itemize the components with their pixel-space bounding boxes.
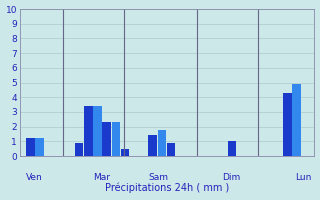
Bar (167, 143, 175, 156)
Bar (121, 149, 129, 156)
Text: Sam: Sam (148, 173, 168, 182)
Bar (35, 138, 44, 156)
Bar (93, 106, 102, 156)
Bar (292, 84, 301, 156)
Text: Mar: Mar (93, 173, 110, 182)
Bar (102, 122, 111, 156)
Bar (84, 106, 93, 156)
Text: Dim: Dim (222, 173, 240, 182)
Text: Précipitations 24h ( mm ): Précipitations 24h ( mm ) (105, 182, 229, 193)
Bar (148, 135, 157, 156)
Text: Ven: Ven (26, 173, 43, 182)
Bar (26, 138, 35, 156)
Bar (75, 143, 84, 156)
Text: Lun: Lun (295, 173, 312, 182)
Bar (228, 141, 236, 156)
Bar (112, 122, 120, 156)
Bar (283, 93, 292, 156)
Bar (157, 130, 166, 156)
